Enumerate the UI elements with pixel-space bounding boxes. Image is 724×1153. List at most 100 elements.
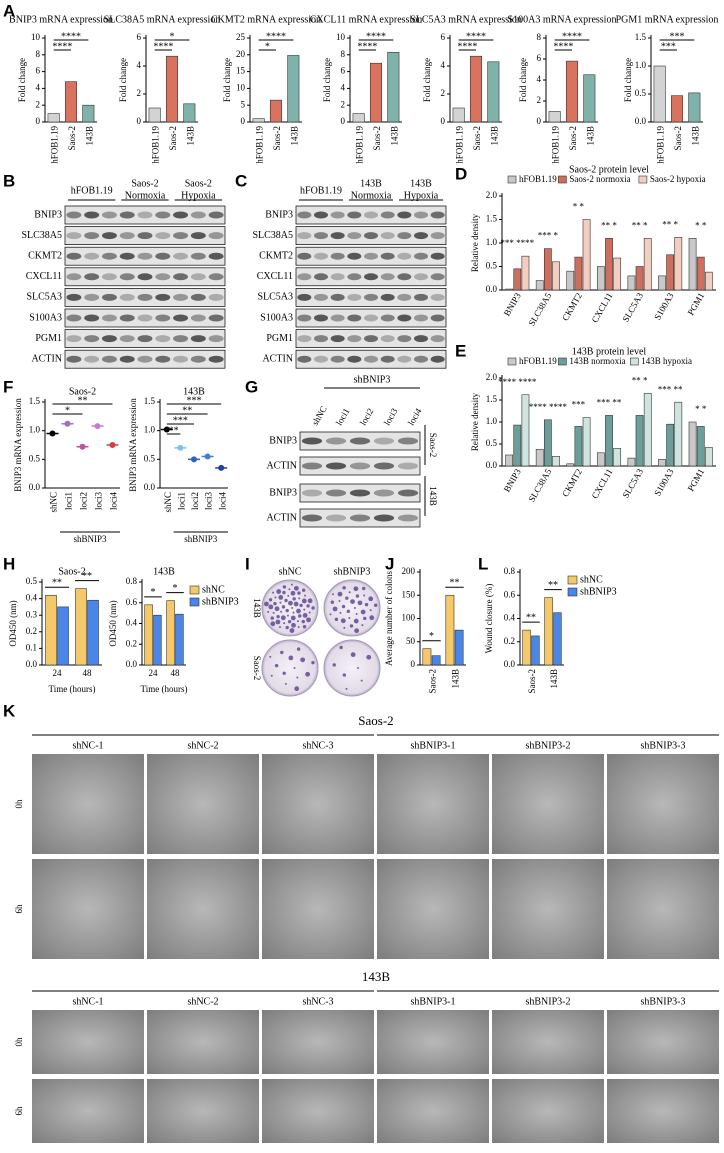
colony: [287, 619, 292, 624]
blot-row-label: BNIP3: [269, 435, 297, 446]
blot-band: [430, 273, 445, 281]
colony: [297, 591, 301, 595]
blot-band: [364, 335, 378, 343]
blot-band: [101, 252, 117, 260]
blot-band: [190, 211, 206, 219]
colony: [369, 609, 372, 612]
significance-label: *: [170, 31, 175, 42]
blot-band: [101, 314, 117, 322]
bar: [627, 275, 636, 291]
colony: [363, 594, 366, 597]
blot-band: [66, 232, 82, 240]
blot-band: [364, 252, 378, 260]
chart-title: SLC38A5 mRNA expression: [104, 14, 221, 25]
y-tick-label: 0.2: [504, 636, 515, 646]
colony: [342, 673, 347, 677]
lane-label: shNC: [310, 404, 329, 427]
wound-image: [32, 859, 144, 959]
bar: [574, 256, 583, 291]
colony: [330, 600, 335, 604]
chart-title: Saos-2: [58, 566, 85, 577]
column-label: shNC-3: [302, 740, 333, 751]
x-tick-label: 143B: [389, 126, 399, 146]
column-label: shNC-2: [187, 996, 218, 1007]
lane-group-label: Hypoxia: [404, 190, 439, 201]
significance-label: ****: [52, 41, 72, 52]
significance-label: **** ****: [529, 402, 568, 412]
dot: [49, 430, 56, 437]
bar: [605, 415, 613, 467]
y-tick-label: 8: [341, 49, 346, 59]
blot-band: [297, 232, 312, 240]
bar: [166, 600, 175, 666]
x-tick-label: shNC: [163, 492, 173, 513]
x-tick-label: loci2: [79, 492, 89, 510]
colony: [270, 621, 276, 627]
blot-band: [84, 273, 100, 281]
bar: [252, 118, 265, 123]
y-tick-label: 50: [406, 636, 416, 646]
blot-band: [325, 514, 347, 522]
chart-title: CXCL11 mRNA expression: [310, 14, 422, 25]
colony: [293, 667, 296, 669]
legend-swatch: [189, 597, 200, 607]
bar: [544, 597, 553, 666]
lane-group-label: Normoxia: [125, 190, 166, 201]
colony: [346, 609, 351, 614]
blot-row-label: SLC38A5: [252, 230, 293, 241]
colony: [280, 650, 284, 655]
y-tick-label: 0.0: [29, 482, 41, 492]
significance-label: ** *: [601, 220, 617, 230]
bar: [513, 268, 522, 291]
y-tick-label: 0.5: [486, 438, 498, 448]
bar: [531, 635, 540, 666]
colony: [278, 595, 284, 600]
panel-label: I: [245, 554, 250, 573]
colony-dish: [323, 579, 381, 637]
y-axis-label: Fold change: [623, 58, 633, 102]
bar: [82, 104, 95, 123]
bar: [596, 452, 605, 467]
blot-row-label: S100A3: [29, 312, 62, 323]
significance-label: *: [65, 405, 70, 416]
significance-label: **: [548, 580, 558, 591]
x-tick-label: S100A3: [652, 291, 676, 322]
significance-label: ***: [173, 415, 188, 426]
wound-image: [492, 754, 604, 854]
blot-row-label: CXCL11: [26, 271, 62, 282]
blot-band: [347, 293, 362, 301]
blot-band: [119, 335, 135, 343]
wound-image: [607, 1079, 719, 1143]
wound-image: [607, 1010, 719, 1074]
blot-band: [397, 437, 419, 445]
colony: [274, 663, 279, 668]
blot-band: [397, 232, 412, 240]
x-tick-label: hFOB1.19: [50, 126, 60, 164]
colony: [339, 645, 343, 650]
colony: [311, 606, 315, 610]
colony: [280, 615, 286, 621]
y-tick-label: 0.6: [126, 597, 138, 607]
blot-band: [364, 314, 378, 322]
colony: [306, 604, 310, 608]
lane-label: loci1: [334, 406, 352, 427]
row-label: 0h: [14, 799, 24, 809]
bar: [513, 424, 522, 467]
colony: [302, 625, 307, 629]
colony: [305, 671, 311, 677]
bar: [670, 95, 684, 123]
colony: [268, 604, 274, 610]
blot-band: [297, 211, 312, 219]
colony: [292, 597, 296, 601]
blot-band: [314, 273, 328, 281]
blot-row-label: CKMT2: [28, 250, 62, 261]
blot-band: [119, 232, 135, 240]
legend-swatch: [567, 587, 578, 597]
dot: [218, 464, 225, 471]
chart-title: SLC5A3 mRNA expression: [410, 14, 522, 25]
panel-label: A: [3, 1, 15, 20]
colony: [269, 655, 272, 658]
column-label: shBNIP3-2: [525, 740, 570, 751]
blot-band: [325, 437, 347, 445]
y-axis-label: Relative density: [470, 392, 480, 451]
